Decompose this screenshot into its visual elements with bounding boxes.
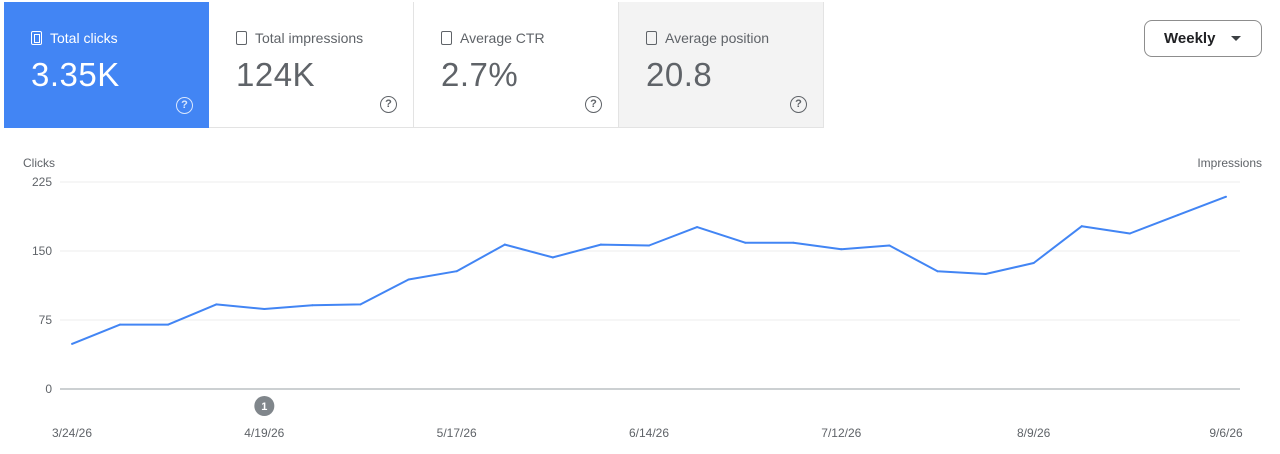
data-point: [407, 278, 410, 281]
data-point: [551, 256, 554, 259]
help-icon[interactable]: ?: [790, 96, 807, 113]
data-point: [1128, 232, 1131, 235]
data-point: [215, 303, 218, 306]
x-tick-label: 9/6/26: [1209, 426, 1243, 440]
annotation-label: 1: [261, 401, 267, 413]
data-point: [1080, 225, 1083, 228]
data-point: [1225, 195, 1227, 198]
x-tick-label: 4/19/26: [244, 426, 284, 440]
caret-down-icon: [1231, 36, 1242, 41]
metric-cards: Total clicks 3.35K ? Total impressions 1…: [4, 2, 824, 128]
clicks-line-chart: Clicks Impressions 0 75 150 225 3/24/26 4/19/26…: [23, 156, 1262, 440]
clicks-series-line: [71, 195, 1227, 345]
metric-value: 20.8: [646, 56, 713, 93]
data-point: [167, 323, 170, 326]
y-tick-label: 225: [32, 175, 52, 189]
x-tick-label: 8/9/26: [1017, 426, 1051, 440]
period-value: Weekly: [1164, 30, 1216, 47]
data-point: [503, 243, 506, 246]
data-point: [1176, 214, 1179, 217]
data-point: [744, 241, 747, 244]
help-icon[interactable]: ?: [585, 96, 602, 113]
y-axis-title-impressions: Impressions: [1197, 156, 1262, 170]
metric-card-total-clicks[interactable]: Total clicks 3.35K ?: [4, 2, 209, 128]
data-point: [119, 323, 122, 326]
period-dropdown[interactable]: Weekly: [1144, 20, 1262, 57]
checkbox-icon[interactable]: [646, 31, 657, 45]
metric-card-total-impressions[interactable]: Total impressions 124K ?: [209, 2, 414, 128]
data-point: [792, 241, 795, 244]
metric-value: 2.7%: [441, 56, 519, 93]
metric-label: Total impressions: [255, 30, 364, 46]
data-point: [599, 243, 602, 246]
data-point: [984, 273, 987, 275]
metric-value: 3.35K: [31, 56, 120, 93]
checkbox-icon[interactable]: [441, 31, 452, 45]
data-point: [359, 303, 362, 306]
help-icon[interactable]: ?: [380, 96, 397, 113]
metric-label: Average CTR: [460, 30, 545, 46]
y-axis-title-clicks: Clicks: [23, 156, 55, 170]
data-point: [455, 270, 458, 273]
data-point: [1032, 261, 1035, 264]
metric-card-average-position[interactable]: Average position 20.8 ?: [619, 2, 824, 128]
help-icon[interactable]: ?: [176, 97, 193, 114]
y-tick-label: 75: [39, 313, 53, 327]
checkbox-icon[interactable]: [31, 31, 42, 45]
data-point: [311, 304, 314, 307]
checkbox-icon[interactable]: [236, 31, 247, 45]
metric-label: Total clicks: [50, 30, 118, 46]
metric-value: 124K: [236, 56, 316, 93]
y-tick-label: 150: [32, 244, 52, 258]
data-point: [263, 307, 266, 310]
y-tick-label: 0: [45, 382, 52, 396]
x-tick-label: 7/12/26: [821, 426, 861, 440]
data-point: [936, 270, 939, 273]
x-tick-label: 3/24/26: [52, 426, 92, 440]
annotation-marker[interactable]: [254, 396, 275, 416]
data-point: [71, 342, 73, 345]
data-point: [840, 248, 843, 251]
metric-card-average-ctr[interactable]: Average CTR 2.7% ?: [414, 2, 619, 128]
data-point: [888, 244, 891, 247]
data-point: [648, 244, 650, 247]
metric-label: Average position: [665, 30, 770, 46]
x-tick-label: 5/17/26: [437, 426, 477, 440]
data-point: [696, 226, 699, 229]
x-tick-label: 6/14/26: [629, 426, 669, 440]
